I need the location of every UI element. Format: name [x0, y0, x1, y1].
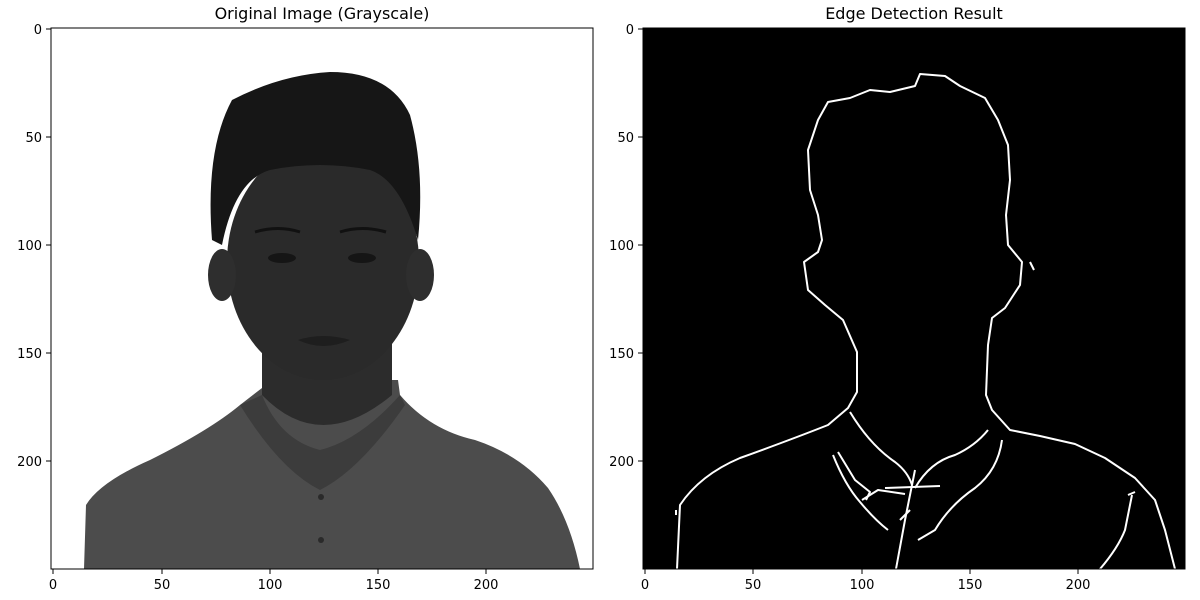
- x-tick-label: 0: [641, 578, 649, 593]
- panel-title: Original Image (Grayscale): [215, 4, 430, 23]
- y-tick-label: 150: [609, 347, 634, 362]
- panel-title: Edge Detection Result: [825, 4, 1003, 23]
- y-tick-label: 150: [17, 347, 42, 362]
- panel-original: Original Image (Grayscale): [17, 4, 594, 593]
- y-tick-label: 50: [617, 131, 634, 146]
- x-tick-label: 100: [258, 578, 283, 593]
- axes-frame: [50, 27, 594, 570]
- y-tick-label: 50: [25, 131, 42, 146]
- y-tick-label: 200: [609, 455, 634, 470]
- axes-frame: [642, 27, 1186, 570]
- x-tick-label: 50: [154, 578, 171, 593]
- x-tick-label: 200: [1066, 578, 1091, 593]
- x-tick-label: 150: [958, 578, 983, 593]
- x-tick-label: 100: [850, 578, 875, 593]
- y-tick-label: 0: [626, 23, 634, 38]
- x-tick-label: 50: [745, 578, 762, 593]
- x-axis: 0 50 100 150 200: [641, 569, 1091, 593]
- y-axis: 0 50 100 150 200: [17, 23, 51, 470]
- x-tick-label: 200: [474, 578, 499, 593]
- x-tick-label: 0: [49, 578, 57, 593]
- y-tick-label: 200: [17, 455, 42, 470]
- x-tick-label: 150: [366, 578, 391, 593]
- panel-edges: Edge Detection Result: [609, 4, 1186, 593]
- y-tick-label: 100: [609, 239, 634, 254]
- y-tick-label: 0: [34, 23, 42, 38]
- y-tick-label: 100: [17, 239, 42, 254]
- grayscale-image: [51, 28, 593, 569]
- x-axis: 0 50 100 150 200: [49, 569, 499, 593]
- y-axis: 0 50 100 150 200: [609, 23, 643, 470]
- edge-image: [643, 28, 1185, 570]
